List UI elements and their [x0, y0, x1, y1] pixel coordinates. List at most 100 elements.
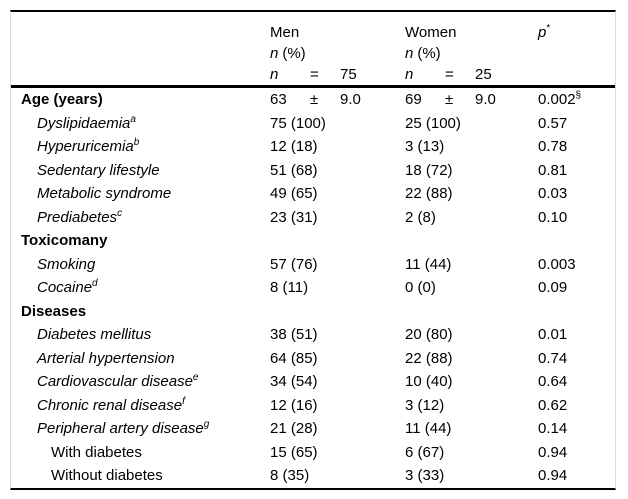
men-count-line: n = 75	[270, 64, 401, 85]
table-row: Smoking 57 (76) 11 (44) 0.003	[11, 253, 615, 277]
women-value: 3 (33)	[405, 467, 445, 485]
women-value-cell: 69 ±9.0	[401, 88, 534, 112]
row-label-cell: Metabolic syndrome	[11, 182, 266, 206]
p-value: 0.57	[538, 114, 568, 132]
table-row: Prediabetesc 23 (31) 2 (8) 0.10	[11, 206, 615, 230]
table-section-row: Toxicomany	[11, 229, 615, 253]
n-symbol: n	[270, 66, 279, 83]
row-label-superscript: a	[130, 113, 136, 125]
men-value: 15 (65)	[270, 443, 318, 461]
table-row: Sedentary lifestyle 51 (68) 18 (72) 0.81	[11, 159, 615, 183]
row-label-superscript: c	[117, 207, 123, 219]
row-label-cell: With diabetes	[11, 441, 266, 465]
table-row: Cardiovascular diseasee 34 (54) 10 (40) …	[11, 370, 615, 394]
women-value: 11 (44)	[405, 420, 452, 438]
row-label-cell: Diabetes mellitus	[11, 323, 266, 347]
row-label-superscript: e	[192, 372, 199, 384]
women-mean: 69	[405, 91, 422, 109]
plus-minus-symbol: ±	[310, 91, 319, 109]
row-label: Hyperuricemia	[37, 138, 134, 156]
women-value: 6 (67)	[405, 443, 445, 461]
row-label-cell: Toxicomany	[11, 229, 266, 253]
row-label: Metabolic syndrome	[37, 185, 172, 203]
women-value: 22 (88)	[405, 185, 453, 203]
row-label: Age (years)	[21, 91, 103, 109]
row-label: Chronic renal disease	[37, 396, 183, 414]
men-value: 49 (65)	[270, 185, 318, 203]
n-symbol: n	[270, 45, 279, 62]
p-value: 0.10	[538, 208, 568, 226]
row-label-cell: Cocained	[11, 276, 266, 300]
men-value: 12 (18)	[270, 138, 318, 156]
p-symbol: p	[538, 24, 547, 41]
men-column-title: Men	[270, 24, 300, 41]
women-npct-line: n (%)	[405, 43, 534, 64]
p-value	[534, 300, 615, 324]
men-value	[266, 229, 401, 253]
row-label-cell: Dyslipidaemiaa	[11, 112, 266, 136]
p-value: 0.81	[538, 161, 568, 179]
section-sign-superscript: §	[575, 90, 582, 102]
empty-header-cell	[11, 12, 266, 88]
women-value: 18 (72)	[405, 161, 453, 179]
row-label: Without diabetes	[51, 467, 163, 485]
section-label: Diseases	[21, 302, 87, 320]
equals-sign: =	[445, 66, 454, 83]
table-subrow: Without diabetes 8 (35) 3 (33) 0.94	[11, 464, 615, 488]
p-value: 0.74	[538, 349, 568, 367]
n-symbol: n	[405, 45, 414, 62]
header-row: Men n (%) n = 75 Women n (%) n = 25 p*	[11, 12, 615, 88]
women-count: 25	[475, 66, 492, 83]
men-sd: 9.0	[340, 91, 361, 109]
row-label-cell: Smoking	[11, 253, 266, 277]
men-column-header: Men n (%) n = 75	[266, 12, 401, 88]
percent-label: (%)	[282, 45, 306, 62]
women-value: 11 (44)	[405, 255, 452, 273]
row-label-cell: Prediabetesc	[11, 206, 266, 230]
table-row-age: Age (years) 63 ±9.0 69 ±9.0 0.002§	[11, 88, 615, 112]
men-value: 57 (76)	[270, 255, 318, 273]
men-npct-line: n (%)	[270, 43, 401, 64]
men-value: 23 (31)	[270, 208, 318, 226]
clinical-characteristics-table: Men n (%) n = 75 Women n (%) n = 25 p* Age (ye…	[10, 10, 616, 490]
p-value: 0.01	[538, 326, 568, 344]
men-value: 8 (35)	[270, 467, 310, 485]
row-label: Dyslipidaemia	[37, 114, 131, 132]
n-symbol: n	[405, 66, 414, 83]
men-value: 75 (100)	[270, 114, 326, 132]
women-value	[401, 229, 534, 253]
p-value: 0.94	[538, 443, 568, 461]
men-value: 51 (68)	[270, 161, 318, 179]
section-label: Toxicomany	[21, 232, 108, 250]
row-label-cell: Without diabetes	[11, 464, 266, 488]
table-row: Hyperuricemiab 12 (18) 3 (13) 0.78	[11, 135, 615, 159]
row-label-superscript: g	[203, 419, 210, 431]
table-row: Cocained 8 (11) 0 (0) 0.09	[11, 276, 615, 300]
row-label: Cocaine	[37, 279, 93, 297]
row-label-superscript: d	[92, 278, 98, 290]
row-label: Diabetes mellitus	[37, 326, 152, 344]
plus-minus-symbol: ±	[445, 91, 454, 109]
men-count: 75	[340, 66, 357, 83]
row-label: With diabetes	[51, 443, 142, 461]
p-column-header: p*	[534, 12, 615, 88]
p-value: 0.03	[538, 185, 568, 203]
table-section-row: Diseases	[11, 300, 615, 324]
p-value-cell: 0.002§	[534, 88, 615, 112]
row-label-cell: Arterial hypertension	[11, 347, 266, 371]
row-label-cell: Age (years)	[11, 88, 266, 112]
p-value: 0.003	[538, 255, 576, 273]
row-label: Prediabetes	[37, 208, 118, 226]
women-value: 20 (80)	[405, 326, 453, 344]
p-value: 0.09	[538, 279, 568, 297]
p-value: 0.002	[538, 91, 576, 109]
table-row: Arterial hypertension 64 (85) 22 (88) 0.…	[11, 347, 615, 371]
row-label-cell: Cardiovascular diseasee	[11, 370, 266, 394]
row-label-cell: Hyperuricemiab	[11, 135, 266, 159]
women-value: 22 (88)	[405, 349, 453, 367]
women-column-title: Women	[405, 24, 457, 41]
men-value: 21 (28)	[270, 420, 318, 438]
women-value: 3 (13)	[405, 138, 445, 156]
row-label-cell: Chronic renal diseasef	[11, 394, 266, 418]
